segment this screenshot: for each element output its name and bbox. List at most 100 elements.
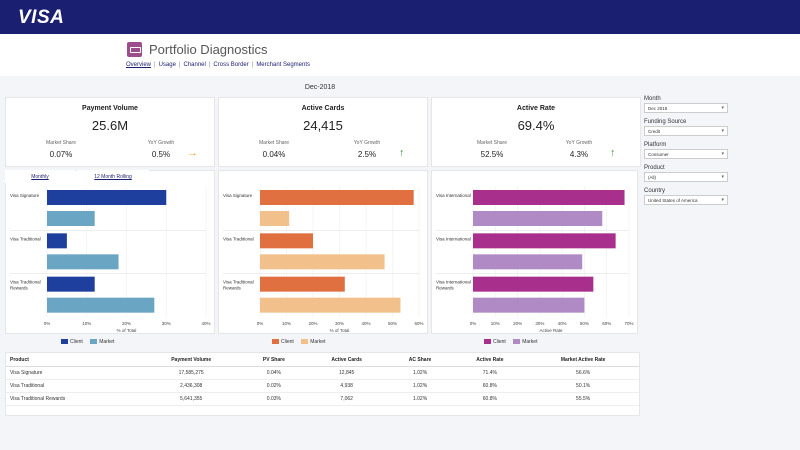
tab-channel[interactable]: Channel xyxy=(183,62,206,68)
legend-label: Client xyxy=(281,339,294,345)
bar-market xyxy=(47,297,155,313)
table-cell: 60.8% xyxy=(452,379,528,393)
filter-value: United States of America xyxy=(648,198,698,203)
x-axis-label: % of Total xyxy=(117,328,137,333)
table-cell: 7,062 xyxy=(305,392,388,406)
bar-client xyxy=(47,190,167,205)
category-label: Rewards xyxy=(223,286,242,291)
kpi-active-rate: Active Rate 69.4% Market Share 52.5% YoY… xyxy=(431,97,641,167)
kpi-sub-value: 2.5% xyxy=(357,150,377,159)
nav-tabs: Overview | Usage | Channel | Cross Border | Merc… xyxy=(126,62,311,68)
filter-platform: Platform Consumer ▾ xyxy=(644,142,728,159)
table-header[interactable]: Active Rate xyxy=(452,353,528,367)
tab-cross-border[interactable]: Cross Border xyxy=(213,62,249,68)
kpi-sub-label: YoY Growth xyxy=(353,140,381,146)
table-cell: 12,845 xyxy=(305,366,388,380)
kpi-sub-value: 0.04% xyxy=(262,150,286,159)
bar-client xyxy=(260,190,414,205)
kpi-sub-label: Market Share xyxy=(258,140,289,146)
chart-payment-volume: 0% 10% 20% 30% 40% Visa Signature Visa Traditi… xyxy=(5,170,215,334)
legend-chart-3: Client Market xyxy=(478,339,537,345)
tick-label: 20% xyxy=(122,321,131,326)
table-cell: 4,938 xyxy=(305,379,388,393)
kpi-sub-value: 4.3% xyxy=(569,150,589,159)
tab-overview[interactable]: Overview xyxy=(126,62,152,68)
product-select[interactable]: (All) ▾ xyxy=(644,172,728,182)
table-cell: 1.02% xyxy=(387,392,453,406)
chevron-down-icon: ▾ xyxy=(721,151,724,157)
legend-label: Market xyxy=(522,339,538,345)
legend-label: Client xyxy=(70,339,83,345)
table-header[interactable]: AC Share xyxy=(387,353,453,367)
table-cell: 60.8% xyxy=(452,392,528,406)
table-cell: 50.1% xyxy=(527,379,639,393)
tick-label: 30% xyxy=(162,321,171,326)
filter-country: Country United States of America ▾ xyxy=(644,188,728,205)
legend-swatch xyxy=(90,339,98,345)
table-header[interactable]: Active Cards xyxy=(305,353,388,367)
filter-label: Funding Source xyxy=(644,119,687,125)
kpi-active-cards: Active Cards 24,415 Market Share 0.04% Y… xyxy=(218,97,428,167)
tick-label: 70% xyxy=(624,321,633,326)
table-cell: 55.5% xyxy=(527,392,639,406)
tick-label: 40% xyxy=(558,321,567,326)
table-header[interactable]: Payment Volume xyxy=(140,353,243,367)
tab-usage[interactable]: Usage xyxy=(158,62,176,68)
tab-merchant-segments[interactable]: Merchant Segments xyxy=(256,62,311,68)
table-header-row: Product Payment Volume PV Share Active C… xyxy=(6,353,639,367)
bar-market xyxy=(473,211,603,226)
legend-label: Market xyxy=(99,339,115,345)
country-select[interactable]: United States of America ▾ xyxy=(644,195,728,205)
table-header[interactable]: PV Share xyxy=(242,353,306,367)
legend-chart-2: Client Market xyxy=(266,339,325,345)
tab-monthly[interactable]: Monthly xyxy=(5,170,75,183)
legend-swatch xyxy=(61,339,68,345)
visa-logo[interactable]: VISA xyxy=(18,7,65,28)
filter-funding-source: Funding Source Credit ▾ xyxy=(644,119,728,136)
kpi-sub-label: Market Share xyxy=(476,140,507,146)
table-header[interactable]: Market Active Rate xyxy=(527,353,639,367)
legend-swatch xyxy=(484,339,491,345)
kpi-payment-volume: Payment Volume 25.6M Market Share 0.07% … xyxy=(5,97,215,167)
table-cell: 1.02% xyxy=(387,379,453,393)
kpi-value: 25.6M xyxy=(91,118,129,133)
tick-label: 40% xyxy=(201,321,210,326)
funding-source-select[interactable]: Credit ▾ xyxy=(644,126,728,136)
chart-tab-row: Monthly 12 Month Rolling xyxy=(5,170,215,183)
table-header[interactable]: Product xyxy=(6,353,141,367)
filter-panel: Month Dec 2018 ▾ Funding Source Credit ▾ P… xyxy=(644,96,728,211)
table-cell: Visa Signature xyxy=(6,366,141,380)
legend-swatch xyxy=(301,339,309,345)
category-label: Visa Signature xyxy=(10,193,40,198)
arrow-right-icon: → xyxy=(187,147,198,159)
tick-label: 50% xyxy=(388,321,397,326)
product-table: Product Payment Volume PV Share Active C… xyxy=(5,352,640,416)
legend-label: Client xyxy=(493,339,506,345)
kpi-value: 24,415 xyxy=(303,118,343,133)
tick-label: 10% xyxy=(282,321,291,326)
category-label: Visa International xyxy=(436,193,471,198)
bar-client xyxy=(260,276,345,292)
kpi-title: Active Rate xyxy=(516,105,556,112)
bar-market xyxy=(260,211,290,226)
filter-value: Consumer xyxy=(648,152,669,157)
tick-label: 10% xyxy=(491,321,500,326)
bar-market xyxy=(473,297,585,313)
table-row: Visa Signature 17,585,275 0.04% 12,845 1… xyxy=(6,366,639,380)
x-axis-label: % of Total xyxy=(330,328,350,333)
table-cell: Visa Traditional xyxy=(6,379,141,393)
tab-12-month-rolling[interactable]: 12 Month Rolling xyxy=(77,170,149,183)
arrow-up-icon: ↑ xyxy=(610,147,616,159)
platform-select[interactable]: Consumer ▾ xyxy=(644,149,728,159)
category-label: Visa Traditional xyxy=(10,236,41,241)
category-label: Visa Traditional xyxy=(10,280,41,285)
month-select[interactable]: Dec 2018 ▾ xyxy=(644,103,728,113)
kpi-sub-value: 52.5% xyxy=(480,150,504,159)
chevron-down-icon: ▾ xyxy=(721,174,724,180)
table-cell: 0.03% xyxy=(242,392,306,406)
table-cell: 0.04% xyxy=(242,366,306,380)
bar-market xyxy=(47,211,95,226)
tick-label: 40% xyxy=(361,321,370,326)
category-label: Rewards xyxy=(10,286,29,291)
tick-label: 0% xyxy=(257,321,264,326)
